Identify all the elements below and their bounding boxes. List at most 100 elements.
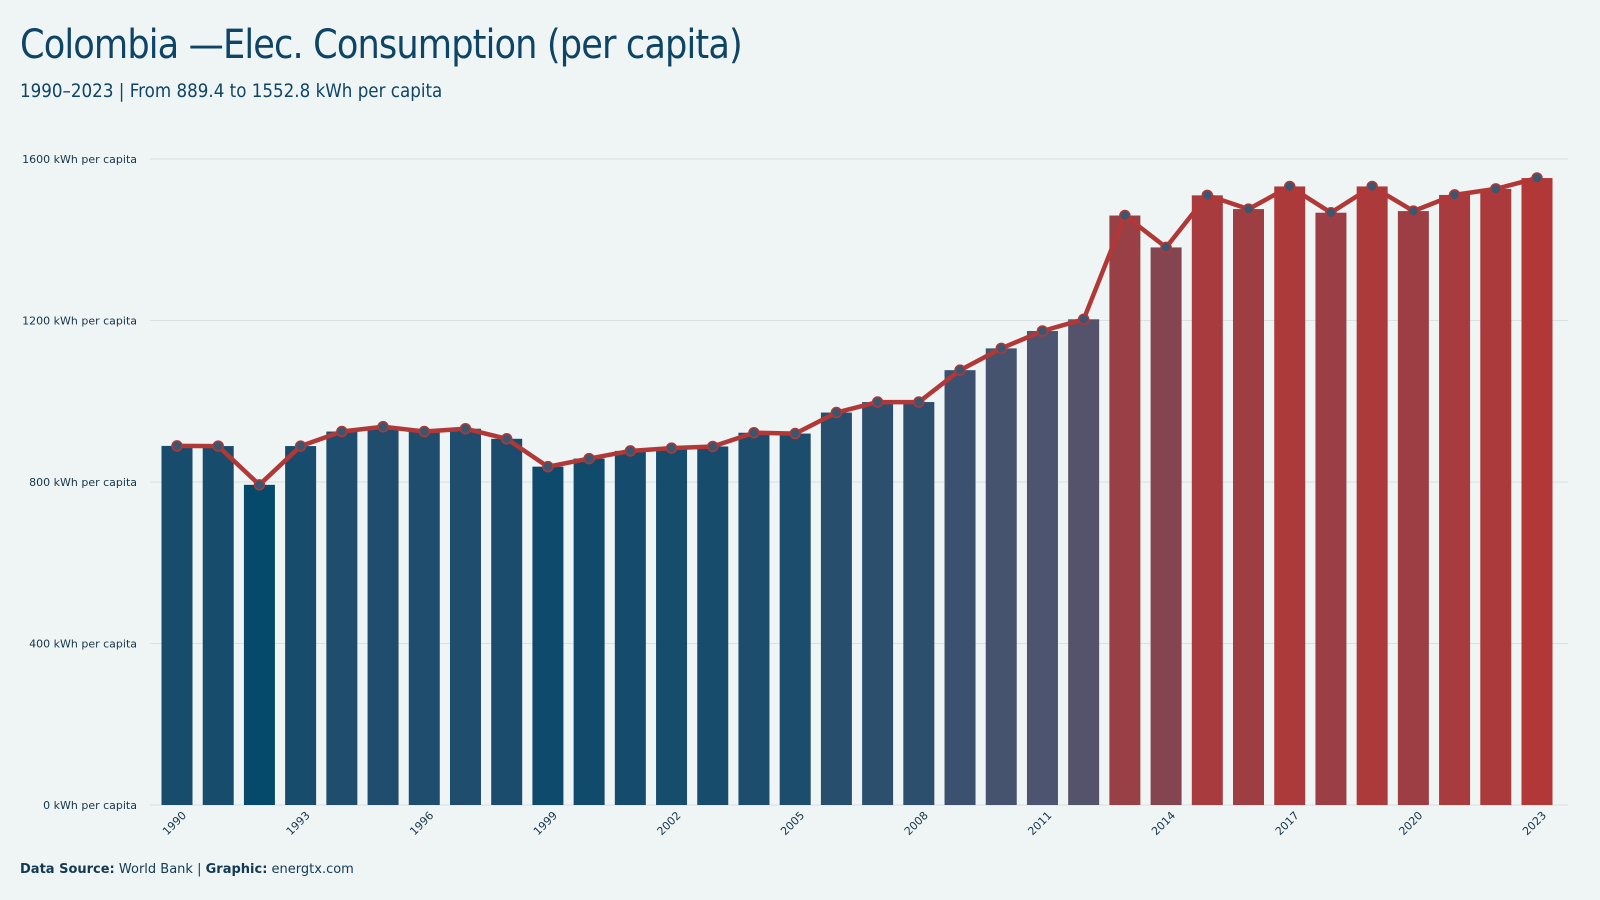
x-tick-label: 2008: [902, 809, 931, 838]
marker-2001: [624, 445, 637, 457]
bar-2020: [1397, 211, 1429, 806]
marker-2012: [1077, 313, 1090, 326]
marker-1991: [212, 440, 224, 452]
marker-2000: [583, 452, 595, 465]
bar-1991: [202, 446, 234, 805]
marker-1994: [336, 425, 348, 438]
bar-2021: [1439, 194, 1471, 806]
graphic-value: energtx.com: [271, 862, 354, 877]
bar-2023: [1521, 178, 1553, 805]
bar-2017: [1274, 186, 1306, 805]
bar-2000: [573, 458, 605, 805]
marker-2002: [665, 442, 678, 454]
bar-2019: [1356, 186, 1388, 805]
bar-2005: [779, 433, 811, 805]
marker-2004: [748, 426, 760, 439]
x-tick-label: 2017: [1273, 809, 1302, 838]
bar-1999: [532, 466, 564, 805]
marker-2006: [830, 406, 843, 419]
bar-1994: [326, 431, 358, 805]
marker-1990: [171, 440, 183, 452]
x-tick-label: 1996: [407, 809, 436, 838]
marker-2003: [707, 440, 719, 453]
marker-2021: [1448, 189, 1461, 201]
x-tick-label: 1999: [531, 809, 560, 838]
footer-separator: |: [197, 862, 202, 877]
chart-title: Colombia —Elec. Consumption (per capita): [20, 22, 743, 68]
bar-2009: [944, 370, 976, 805]
marker-1992: [253, 479, 266, 491]
marker-2007: [871, 396, 884, 408]
marker-2011: [1036, 325, 1049, 337]
marker-1995: [377, 420, 389, 433]
bar-1997: [449, 428, 481, 805]
y-tick-label: 400 kWh per capita: [29, 638, 137, 651]
bar-2004: [738, 432, 770, 805]
x-tick-label: 1990: [160, 809, 189, 838]
marker-2020: [1407, 205, 1420, 217]
marker-2009: [954, 364, 966, 376]
x-tick-label: 2005: [778, 809, 807, 838]
x-tick-label: 2002: [655, 809, 684, 838]
graphic-label: Graphic:: [205, 862, 268, 877]
bar-2002: [656, 448, 688, 805]
x-axis-ticks: 1990 1993 1996 1999 2002 2005 2008 2011 2014 2017…: [160, 809, 1549, 838]
marker-1998: [500, 433, 513, 445]
bars: [161, 178, 1553, 806]
bar-2001: [614, 450, 646, 805]
y-axis-ticks: 0 kWh per capita 400 kWh per capita 800 kW…: [22, 153, 137, 812]
chart-subtitle: 1990–2023 | From 889.4 to 1552.8 kWh per…: [20, 80, 443, 102]
y-tick-label: 0 kWh per capita: [43, 799, 137, 812]
footer-credits: Data Source: World Bank | Graphic: energ…: [20, 862, 354, 877]
bar-2007: [862, 402, 894, 805]
x-tick-label: 2014: [1149, 809, 1178, 838]
source-value: World Bank: [118, 862, 193, 877]
marker-2019: [1366, 180, 1378, 193]
x-tick-label: 2011: [1025, 809, 1054, 838]
x-tick-label: 1993: [284, 809, 313, 838]
x-tick-label: 2020: [1396, 809, 1425, 838]
bar-1990: [161, 445, 193, 805]
bar-1996: [408, 431, 440, 805]
markers: [171, 172, 1543, 491]
bar-2016: [1233, 209, 1265, 805]
marker-2015: [1201, 189, 1214, 202]
bar-2008: [903, 402, 935, 805]
bar-1995: [367, 426, 399, 805]
marker-2018: [1325, 206, 1337, 219]
marker-2013: [1119, 209, 1131, 222]
marker-1997: [459, 422, 472, 435]
x-tick-label: 2023: [1520, 809, 1549, 838]
bar-1992: [243, 484, 275, 805]
bar-2003: [697, 446, 729, 805]
bar-2011: [1026, 330, 1058, 805]
bar-2014: [1150, 247, 1182, 805]
marker-2008: [913, 396, 925, 408]
y-tick-label: 800 kWh per capita: [29, 476, 137, 489]
marker-2016: [1242, 203, 1255, 215]
marker-2014: [1160, 241, 1172, 254]
gridlines: [150, 158, 1568, 806]
marker-2005: [789, 427, 801, 440]
marker-1996: [418, 425, 431, 438]
marker-1999: [542, 460, 554, 473]
marker-2017: [1283, 180, 1296, 193]
marker-2010: [995, 342, 1007, 355]
marker-2022: [1490, 183, 1502, 195]
trend-line: [174, 175, 1540, 488]
source-label: Data Source:: [20, 862, 115, 877]
bar-2013: [1109, 215, 1141, 805]
bar-2015: [1191, 195, 1223, 805]
bar-2012: [1068, 319, 1100, 805]
series-line: [174, 175, 1540, 488]
bar-2010: [985, 348, 1017, 805]
bar-2022: [1480, 188, 1512, 805]
y-tick-label: 1600 kWh per capita: [22, 153, 137, 166]
marker-2023: [1531, 172, 1543, 184]
marker-1993: [294, 440, 307, 452]
bar-1993: [285, 446, 317, 805]
y-tick-label: 1200 kWh per capita: [22, 315, 137, 328]
bar-2018: [1315, 212, 1347, 806]
bar-2006: [820, 412, 852, 805]
